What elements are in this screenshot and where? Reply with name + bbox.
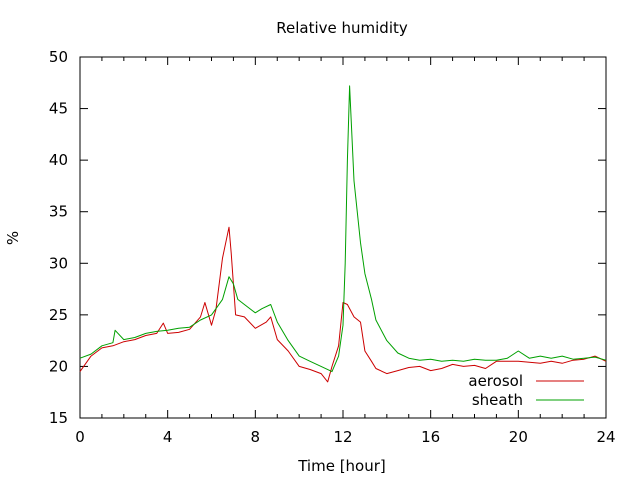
x-tick-label: 16 [421,428,440,446]
axis-tick-labels: 15 20 25 30 35 40 45 50 0 4 8 12 16 20 24 [49,48,616,446]
y-axis-title: % [4,231,22,245]
y-tick-label: 15 [49,409,68,427]
plot-frame [79,56,607,419]
series-lines [79,85,607,383]
y-tick-label: 40 [49,151,68,169]
x-tick-label: 24 [596,428,615,446]
x-tick-label: 4 [163,428,173,446]
y-tick-label: 25 [49,306,68,324]
x-tick-label: 8 [251,428,261,446]
y-tick-label: 45 [49,100,68,118]
y-tick-label: 50 [49,48,68,66]
y-tick-label: 30 [49,254,68,272]
x-tick-label: 20 [509,428,528,446]
x-tick-label: 12 [333,428,352,446]
legend-label-sheath: sheath [472,391,523,409]
y-tick-label: 20 [49,357,68,375]
y-tick-label: 35 [49,203,68,221]
axis-ticks [79,56,607,419]
x-axis-title: Time [hour] [297,457,386,475]
x-tick-label: 0 [75,428,85,446]
legend-label-aerosol: aerosol [468,372,523,390]
series-line-aerosol [79,226,607,383]
series-line-sheath [79,85,607,373]
chart-title: Relative humidity [276,19,408,37]
